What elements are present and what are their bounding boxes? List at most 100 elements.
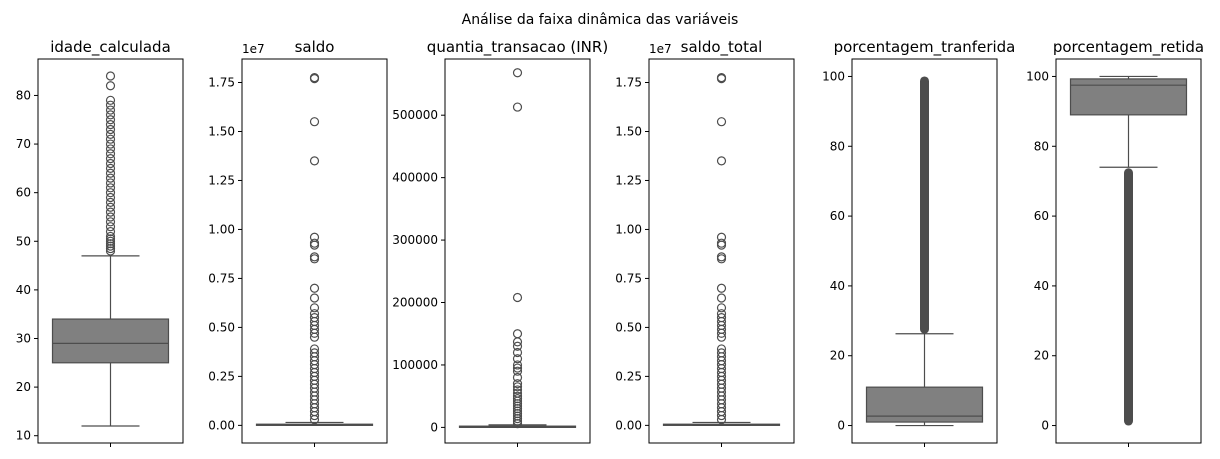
y-tick-label: 1.50 — [615, 124, 642, 138]
panel-title: porcentagem_tranferida — [834, 38, 1016, 57]
y-offset-label: 1e7 — [649, 42, 672, 56]
outlier-point — [105, 129, 116, 139]
outlier-band — [1124, 168, 1133, 426]
outlier-point — [716, 156, 727, 166]
panel-1: idade_calculada 10 20 30 40 50 60 70 80 — [16, 38, 184, 447]
outlier-point — [105, 246, 116, 256]
y-tick-label: 0 — [1041, 419, 1049, 433]
panel-6: porcentagem_retida 0 20 40 60 80 100 — [1026, 38, 1204, 447]
axes-frame — [241, 58, 388, 444]
panel-3: quantia_transacao (INR) 0 100000 200000 3000… — [392, 38, 608, 447]
outlier-point — [105, 197, 116, 207]
outlier-point — [309, 232, 320, 242]
outlier-point — [105, 217, 116, 227]
outlier-point — [716, 117, 727, 127]
outlier-point — [105, 168, 116, 178]
outlier-point — [716, 348, 727, 358]
y-tick-label: 0.50 — [208, 320, 235, 334]
panel-title: idade_calculada — [50, 38, 171, 57]
y-tick-label: 1.50 — [208, 124, 235, 138]
outlier-point — [512, 363, 523, 373]
y-tick-label: 200000 — [392, 296, 438, 310]
outlier-point — [512, 394, 523, 404]
panel-title: saldo_total — [681, 38, 763, 57]
y-tick-label: 80 — [1034, 139, 1049, 153]
outlier-point — [309, 344, 320, 354]
panel-title: quantia_transacao (INR) — [427, 38, 608, 57]
y-tick-label: 0.00 — [615, 418, 642, 432]
outlier-point — [512, 347, 523, 358]
figure-title: Análise da faixa dinâmica das variáveis — [462, 12, 739, 28]
outlier-point — [512, 379, 523, 389]
outlier-point — [105, 124, 116, 135]
y-tick-label: 0.25 — [208, 369, 235, 383]
outlier-point — [105, 115, 116, 125]
outlier-point — [105, 192, 116, 203]
y-tick-label: 500000 — [392, 108, 438, 122]
outlier-point — [512, 360, 523, 370]
outlier-point — [309, 309, 320, 319]
outlier-point — [105, 234, 116, 244]
y-tick-label: 100 — [1026, 69, 1049, 83]
outlier-point — [512, 102, 523, 112]
y-tick-label: 1.75 — [208, 76, 235, 90]
axes-frame — [648, 58, 795, 444]
outlier-point — [309, 238, 320, 248]
outlier-point — [105, 231, 116, 242]
y-tick-label: 400000 — [392, 171, 438, 185]
outlier-point — [512, 385, 523, 395]
outlier-point — [105, 188, 116, 198]
outlier-point — [105, 110, 116, 120]
outlier-point — [309, 73, 320, 83]
iqr-box — [51, 318, 170, 364]
outlier-point — [512, 354, 523, 364]
outlier-point — [105, 243, 116, 254]
y-tick-label: 0.50 — [615, 320, 642, 334]
outlier-point — [716, 313, 727, 323]
panel-4: saldo_total 0.00 0.25 0.50 0.75 1.00 1.25 1.50 1… — [615, 38, 795, 447]
iqr-box — [1069, 78, 1188, 116]
y-tick-label: 80 — [830, 139, 845, 153]
y-tick-label: 1.00 — [208, 222, 235, 236]
outlier-point — [105, 207, 116, 217]
outlier-point — [716, 303, 727, 313]
y-tick-label: 100 — [822, 69, 845, 83]
outlier-point — [309, 313, 320, 323]
y-tick-label: 40 — [16, 283, 31, 297]
y-tick-label: 0.00 — [208, 418, 235, 432]
outlier-point — [716, 232, 727, 242]
y-tick-label: 30 — [16, 331, 31, 345]
outlier-band — [920, 76, 929, 334]
outlier-point — [105, 173, 116, 183]
y-tick-label: 80 — [16, 88, 31, 102]
panel-5: porcentagem_tranferida 0 20 40 60 80 100 — [822, 38, 1015, 447]
y-tick-label: 20 — [16, 380, 31, 394]
outlier-point — [512, 388, 523, 398]
outlier-point — [716, 309, 727, 319]
outlier-point — [105, 183, 116, 193]
outlier-point — [512, 68, 523, 78]
y-tick-label: 100000 — [392, 358, 438, 372]
y-offset-label: 1e7 — [242, 42, 265, 56]
outlier-point — [512, 366, 523, 376]
iqr-box — [865, 386, 984, 423]
outlier-point — [105, 178, 116, 188]
y-tick-label: 20 — [830, 349, 845, 363]
y-tick-label: 40 — [830, 279, 845, 293]
y-tick-label: 0 — [837, 419, 845, 433]
outlier-point — [716, 283, 727, 293]
outlier-point — [105, 163, 116, 173]
y-tick-label: 20 — [1034, 349, 1049, 363]
y-tick-label: 10 — [16, 429, 31, 443]
outlier-point — [716, 293, 727, 303]
outlier-point — [309, 293, 320, 303]
outlier-point — [512, 341, 523, 351]
outlier-point — [309, 252, 320, 262]
outlier-point — [512, 372, 523, 383]
y-tick-label: 0.75 — [208, 271, 235, 285]
panel-title: saldo — [295, 38, 335, 56]
outlier-point — [309, 156, 320, 166]
outlier-point — [512, 391, 523, 401]
outlier-point — [512, 329, 523, 339]
outlier-point — [716, 344, 727, 354]
